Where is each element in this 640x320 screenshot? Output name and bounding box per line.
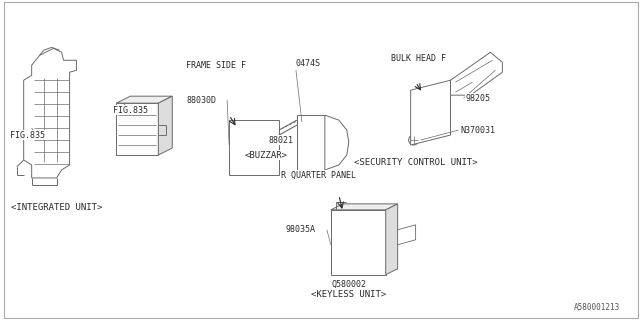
Circle shape xyxy=(340,224,351,235)
Polygon shape xyxy=(229,120,279,175)
Circle shape xyxy=(424,121,433,129)
Circle shape xyxy=(406,228,415,236)
Text: FIG.835: FIG.835 xyxy=(10,131,45,140)
Polygon shape xyxy=(116,96,172,103)
Text: 98035A: 98035A xyxy=(286,225,316,234)
Circle shape xyxy=(304,134,320,150)
Text: R QUARTER PANEL: R QUARTER PANEL xyxy=(282,171,356,180)
Polygon shape xyxy=(297,115,325,170)
Circle shape xyxy=(408,135,419,145)
Polygon shape xyxy=(116,103,158,155)
Circle shape xyxy=(308,138,316,146)
Text: <SECURITY CONTROL UNIT>: <SECURITY CONTROL UNIT> xyxy=(354,158,477,167)
Text: FRAME SIDE F: FRAME SIDE F xyxy=(186,61,246,70)
Polygon shape xyxy=(411,80,451,145)
Polygon shape xyxy=(331,210,386,275)
Text: <INTEGRATED UNIT>: <INTEGRATED UNIT> xyxy=(11,204,102,212)
Circle shape xyxy=(360,246,371,257)
Text: FIG.835: FIG.835 xyxy=(113,106,148,115)
Text: 98205: 98205 xyxy=(465,94,490,103)
Text: <BUZZAR>: <BUZZAR> xyxy=(244,150,287,159)
Text: N370031: N370031 xyxy=(461,125,495,135)
Polygon shape xyxy=(331,204,397,210)
Text: 88021: 88021 xyxy=(268,136,294,145)
Polygon shape xyxy=(325,115,349,170)
Circle shape xyxy=(237,133,246,142)
Circle shape xyxy=(417,101,424,109)
Text: A580001213: A580001213 xyxy=(574,303,620,312)
Text: Q580002: Q580002 xyxy=(332,280,366,289)
Polygon shape xyxy=(397,225,415,245)
Circle shape xyxy=(260,154,269,163)
Text: <KEYLESS UNIT>: <KEYLESS UNIT> xyxy=(311,290,387,299)
Text: BULK HEAD F: BULK HEAD F xyxy=(390,54,445,63)
Text: 88030D: 88030D xyxy=(186,96,216,105)
Polygon shape xyxy=(386,204,397,275)
Polygon shape xyxy=(451,52,502,95)
Polygon shape xyxy=(158,96,172,155)
Text: 0474S: 0474S xyxy=(296,59,321,68)
Polygon shape xyxy=(24,48,77,178)
